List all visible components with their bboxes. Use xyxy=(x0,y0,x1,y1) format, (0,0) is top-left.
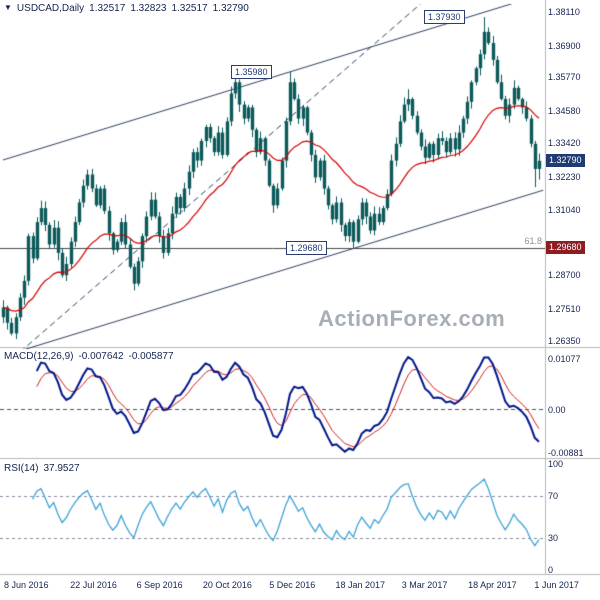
y-axis-tick: 1.34580 xyxy=(548,105,581,116)
rsi-value: 37.9527 xyxy=(43,463,80,474)
low-value: 1.32517 xyxy=(171,3,208,14)
x-axis-date: 3 Mar 2017 xyxy=(401,580,448,590)
rsi-axis-tick: 100 xyxy=(548,459,564,469)
current-price-tag: 1.32790 xyxy=(546,153,585,167)
y-axis-tick: 1.35770 xyxy=(548,72,581,83)
x-axis-date: 20 Oct 2016 xyxy=(202,580,252,590)
x-axis-date: 18 Jan 2017 xyxy=(335,580,386,590)
fib-ratio-label: 61.8 xyxy=(524,235,542,246)
macd-value: -0.007642 xyxy=(78,351,124,362)
rsi-name: RSI(14) xyxy=(4,463,39,474)
x-axis-date: 18 Apr 2017 xyxy=(468,580,517,590)
symbol-period-label: USDCAD,Daily xyxy=(16,3,85,14)
ohlc-legend: ▼ USDCAD,Daily 1.32517 1.32823 1.32517 1.3279… xyxy=(4,3,254,14)
y-axis-tick: 1.32230 xyxy=(548,171,581,182)
y-axis-tick: 1.31040 xyxy=(548,204,581,215)
close-value: 1.32790 xyxy=(212,3,249,14)
symbol-dropdown-icon[interactable]: ▼ xyxy=(4,3,12,12)
macd-axis-zero: 0.00 xyxy=(548,404,566,415)
x-axis-date: 5 Dec 2016 xyxy=(269,580,316,590)
y-axis-tick: 1.38110 xyxy=(548,7,580,17)
macd-axis-bottom: -0.00881 xyxy=(548,448,584,458)
y-axis-tick: 1.27510 xyxy=(548,303,581,314)
x-axis-date: 1 Jun 2017 xyxy=(534,580,579,590)
rsi-legend: RSI(14) 37.9527 xyxy=(4,463,85,474)
macd-legend: MACD(12,26,9) -0.007642 -0.005877 xyxy=(4,351,179,362)
x-axis-date: 22 Jul 2016 xyxy=(70,580,117,590)
x-axis-date: 8 Jun 2016 xyxy=(4,580,49,590)
macd-signal-value: -0.005877 xyxy=(128,351,174,362)
y-axis-tick: 1.26350 xyxy=(548,336,581,346)
price-annotation: 1.29680 xyxy=(286,240,327,255)
high-value: 1.32823 xyxy=(130,3,167,14)
price-annotation: 1.35980 xyxy=(231,64,272,79)
macd-axis-top: 0.01077 xyxy=(548,354,581,364)
y-axis-tick: 1.28700 xyxy=(548,270,581,281)
price-annotation: 1.37930 xyxy=(424,10,465,25)
macd-name: MACD(12,26,9) xyxy=(4,351,74,362)
fib-price-tag: 1.29680 xyxy=(546,240,585,254)
y-axis-tick: 1.36900 xyxy=(548,40,581,51)
open-value: 1.32517 xyxy=(89,3,126,14)
rsi-axis-tick: 30 xyxy=(548,533,559,544)
rsi-axis-tick: 70 xyxy=(548,490,559,501)
x-axis-date: 6 Sep 2016 xyxy=(136,580,183,590)
y-axis-tick: 1.33420 xyxy=(548,138,581,149)
rsi-axis-tick: 0 xyxy=(548,565,554,575)
